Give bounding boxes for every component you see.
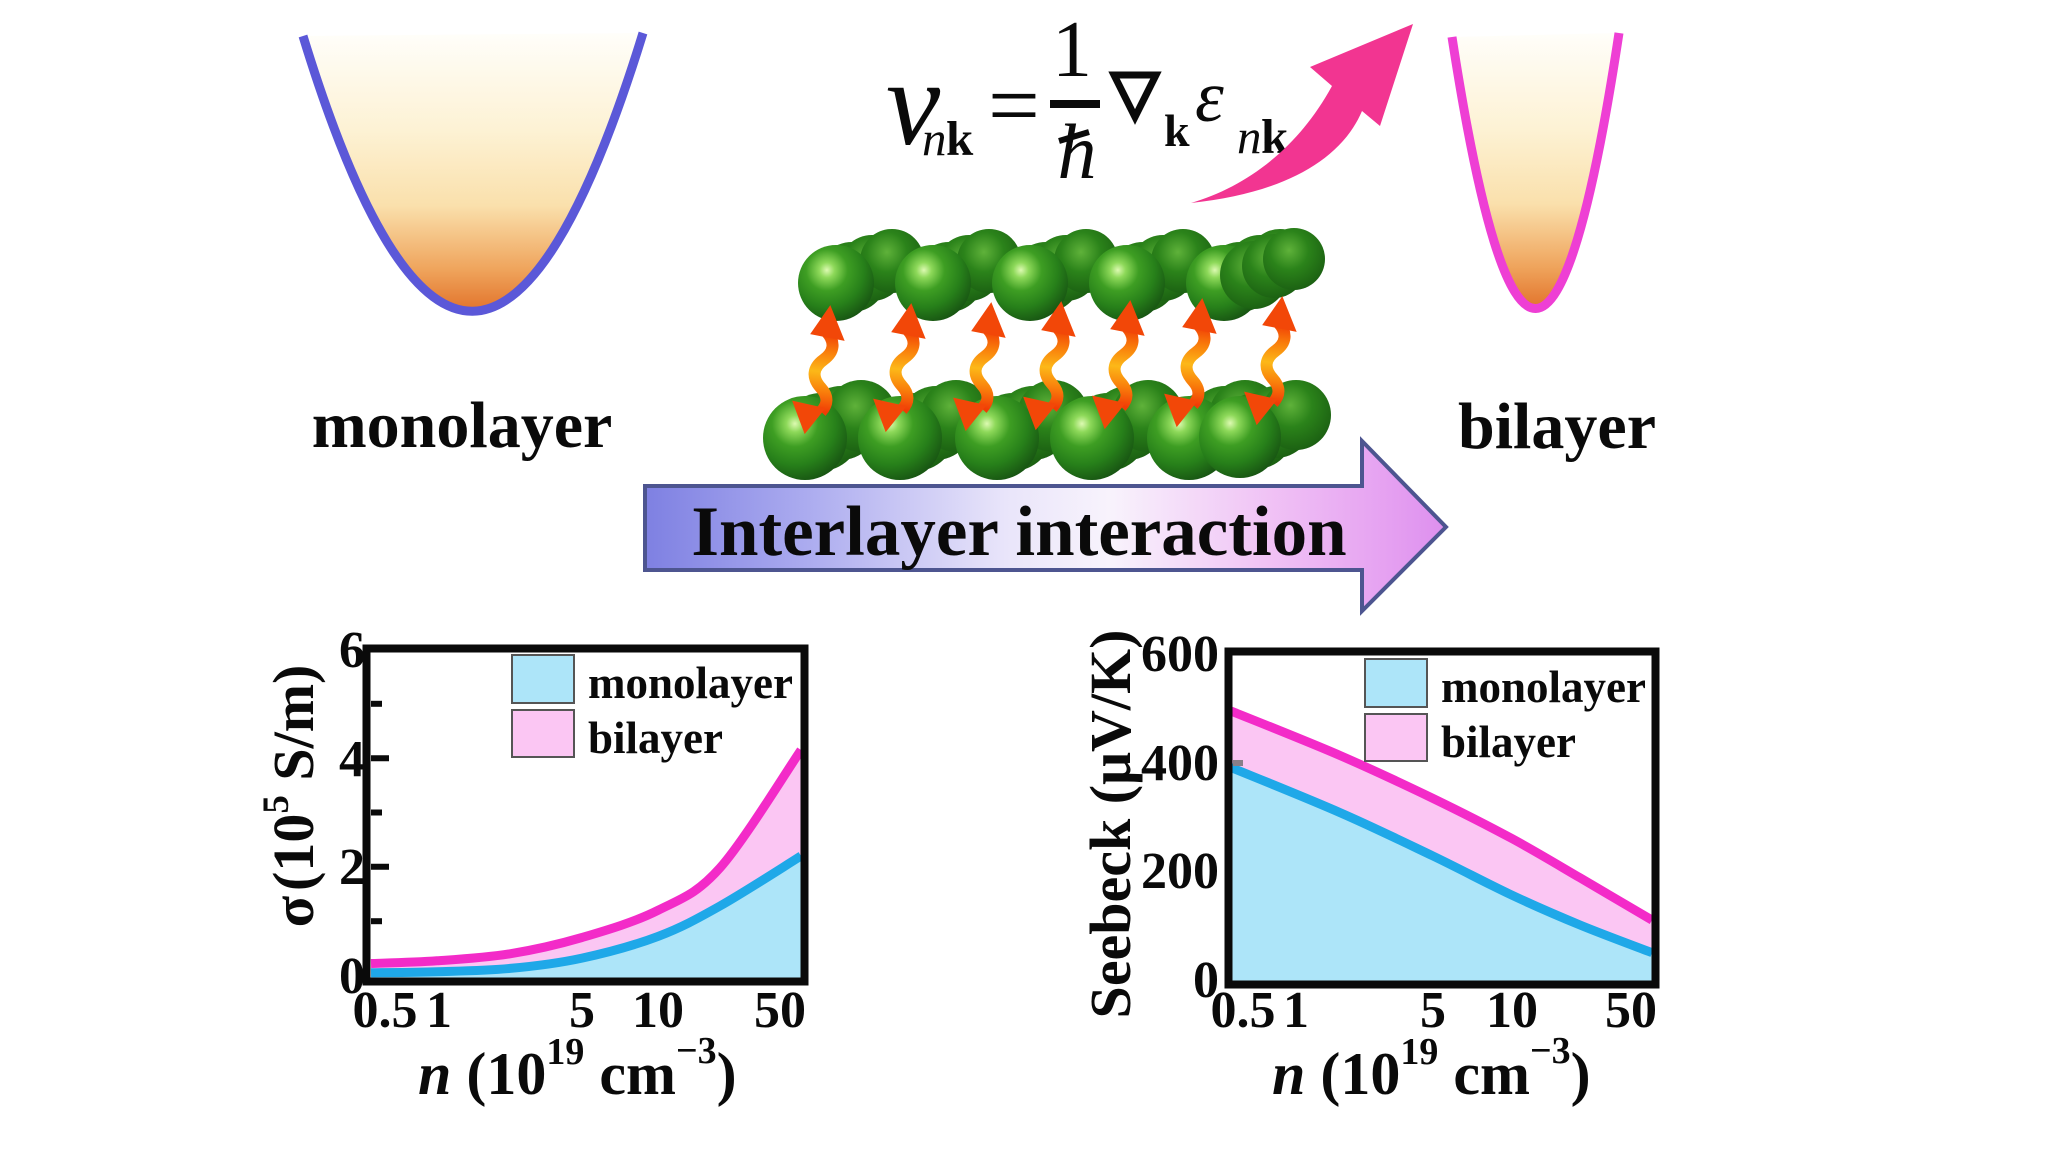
svg-text:1: 1 bbox=[426, 982, 452, 1039]
svg-text:0.5: 0.5 bbox=[1211, 982, 1276, 1039]
svg-text:k: k bbox=[1164, 105, 1190, 156]
svg-text:bilayer: bilayer bbox=[588, 713, 723, 763]
svg-text:200: 200 bbox=[1141, 843, 1219, 900]
svg-text:n: n bbox=[1237, 109, 1262, 164]
svg-text:2: 2 bbox=[339, 839, 365, 896]
svg-text:σ (105 S/m): σ (105 S/m) bbox=[256, 665, 326, 928]
svg-text:=: = bbox=[988, 54, 1040, 156]
svg-text:0: 0 bbox=[339, 948, 365, 1005]
svg-text:k: k bbox=[946, 111, 974, 166]
svg-text:Interlayer interaction: Interlayer interaction bbox=[691, 493, 1346, 571]
svg-text:1: 1 bbox=[1283, 982, 1309, 1039]
svg-text:bilayer: bilayer bbox=[1458, 390, 1656, 463]
svg-text:10: 10 bbox=[1486, 982, 1538, 1039]
svg-text:monolayer: monolayer bbox=[588, 658, 793, 708]
svg-text:400: 400 bbox=[1141, 735, 1219, 792]
svg-text:600: 600 bbox=[1141, 626, 1219, 683]
svg-text:h: h bbox=[1058, 108, 1097, 195]
svg-text:bilayer: bilayer bbox=[1441, 717, 1576, 767]
svg-text:6: 6 bbox=[339, 622, 365, 679]
svg-text:v: v bbox=[886, 36, 941, 171]
svg-text:monolayer: monolayer bbox=[1441, 662, 1646, 712]
svg-text:0: 0 bbox=[1193, 952, 1219, 1009]
svg-text:50: 50 bbox=[1605, 982, 1657, 1039]
svg-text:ε: ε bbox=[1195, 56, 1224, 137]
svg-text:50: 50 bbox=[754, 982, 806, 1039]
svg-text:monolayer: monolayer bbox=[312, 389, 613, 462]
svg-text:5: 5 bbox=[1420, 982, 1446, 1039]
svg-text:10: 10 bbox=[632, 982, 684, 1039]
svg-text:Seebeck (μV/K): Seebeck (μV/K) bbox=[1078, 630, 1143, 1019]
svg-text:n: n bbox=[922, 111, 947, 166]
svg-text:5: 5 bbox=[569, 982, 595, 1039]
svg-text:0.5: 0.5 bbox=[353, 982, 418, 1039]
svg-text:4: 4 bbox=[339, 731, 365, 788]
svg-text:1: 1 bbox=[1052, 6, 1092, 94]
svg-text:n (1019 cm−3): n (1019 cm−3) bbox=[1272, 1030, 1591, 1107]
